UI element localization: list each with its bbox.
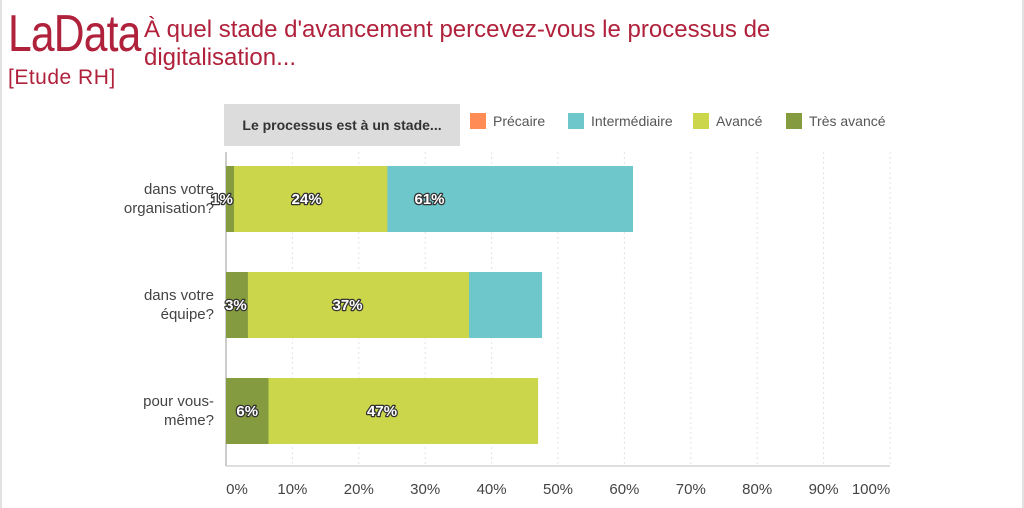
legend-title: Le processus est à un stade... <box>224 104 460 146</box>
x-tick-label-8: 80% <box>742 481 773 498</box>
legend-item-3: Très avancé <box>786 113 886 129</box>
data-label-0-3: 1% <box>211 191 233 208</box>
legend-label: Très avancé <box>809 113 886 129</box>
category-label-1: dans votre équipe? <box>4 286 214 324</box>
legend-item-1: Intermédiaire <box>568 113 673 129</box>
category-label-line: organisation? <box>123 200 214 217</box>
bar-tr-s-avanc--0 <box>226 166 234 232</box>
data-label-0-2: 24% <box>292 191 322 208</box>
legend-swatch <box>568 113 584 129</box>
bar-avanc--2 <box>226 378 539 444</box>
legend-label: Avancé <box>716 113 763 129</box>
x-tick-label-7: 70% <box>675 481 706 498</box>
legend-label: Précaire <box>493 113 546 129</box>
x-tick-label-1: 10% <box>277 481 308 498</box>
data-label-2-3: 6% <box>236 403 258 420</box>
category-label-line: équipe? <box>160 306 214 323</box>
brand-logo: LaData <box>8 5 141 63</box>
data-label-0-1: 61% <box>415 191 445 208</box>
x-tick-label-0: 0% <box>226 481 248 498</box>
x-tick-label-9: 90% <box>808 481 839 498</box>
legend-swatch <box>470 113 486 129</box>
bar-tr-s-avanc--2 <box>226 378 269 444</box>
bar-tr-s-avanc--1 <box>226 272 248 338</box>
category-label-2: pour vous-même? <box>4 392 214 430</box>
data-label-2-2: 47% <box>367 403 397 420</box>
legend-label: Intermédiaire <box>591 113 673 129</box>
data-label-1-2: 37% <box>332 297 362 314</box>
x-tick-label-6: 60% <box>609 481 640 498</box>
category-label-line: dans votre <box>143 181 214 198</box>
legend-item-0: Précaire <box>470 113 545 129</box>
category-label-line: dans votre <box>143 287 214 304</box>
category-label-line: pour vous- <box>143 393 214 410</box>
brand-subtitle: [Etude RH] <box>8 66 116 89</box>
category-label-0: dans votre organisation? <box>4 180 214 218</box>
legend-swatch <box>693 113 709 129</box>
bar-avanc--0 <box>226 166 388 232</box>
x-tick-label-5: 50% <box>542 481 574 498</box>
data-label-1-3: 3% <box>225 297 247 314</box>
x-tick-label-4: 40% <box>476 481 507 498</box>
legend-item-2: Avancé <box>693 113 762 129</box>
category-label-line: même? <box>163 412 214 429</box>
x-tick-label-2: 20% <box>343 481 374 498</box>
chart-title: À quel stade d'avancement percevez-vous … <box>144 16 771 71</box>
bar-avanc--1 <box>226 272 470 338</box>
legend-swatch <box>786 113 802 129</box>
x-tick-label-10: 100% <box>851 481 891 498</box>
x-tick-label-3: 30% <box>410 481 441 498</box>
